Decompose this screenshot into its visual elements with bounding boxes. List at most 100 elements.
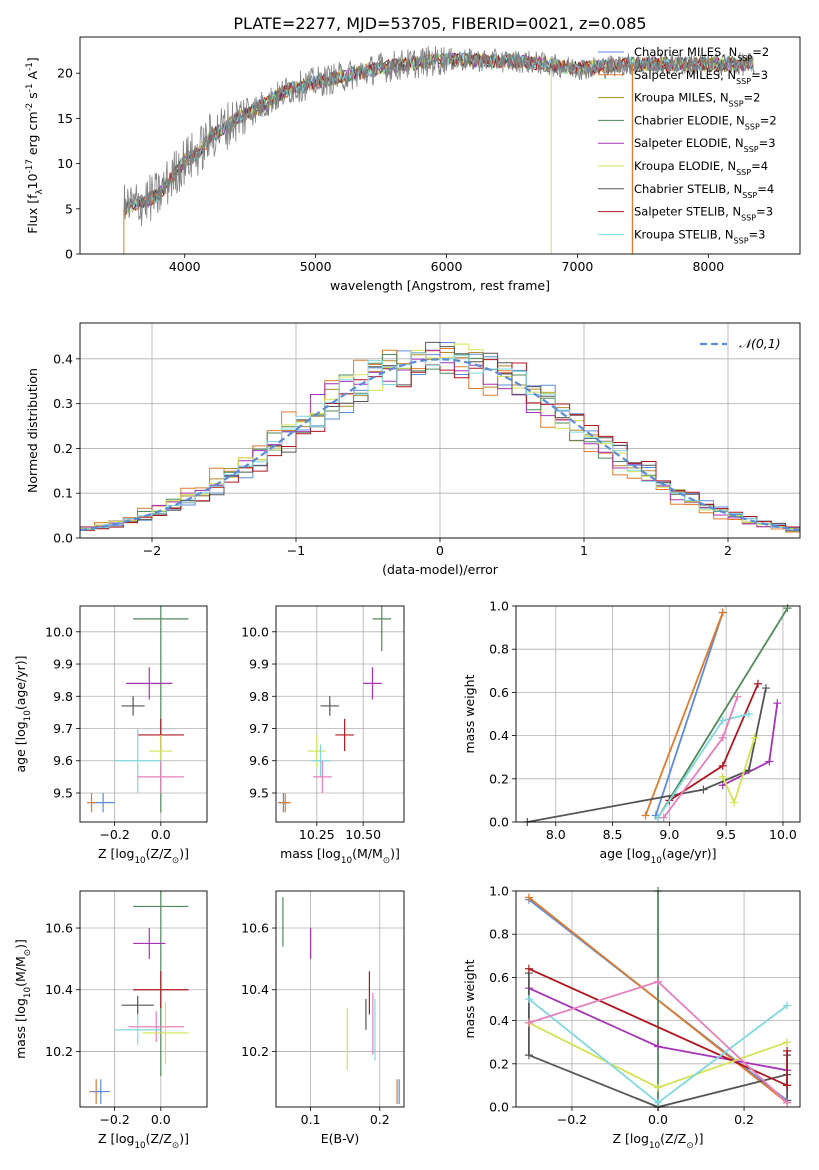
weight-series-1 (654, 612, 724, 816)
error-bar-point (114, 1014, 161, 1046)
x-tick-label: −0.2 (99, 1112, 129, 1127)
y-tick-label: 9.5 (53, 785, 73, 800)
y-axis-label: mass weight (462, 959, 477, 1038)
error-bar-point (313, 760, 332, 793)
x-tick-label: 7000 (562, 259, 594, 274)
x-tick-label: 6000 (431, 259, 463, 274)
legend-entry: 𝒩(0,1) (739, 336, 781, 351)
x-tick-label: 0.1 (301, 1112, 321, 1127)
weight-marker (783, 1046, 792, 1055)
legend-entry: Chabrier ELODIE, NSSP=2 (634, 113, 777, 130)
error-bar-point (121, 696, 145, 716)
y-tick-label: 10.0 (241, 624, 269, 639)
x-tick-label: 8.5 (603, 827, 623, 842)
mass-vs-extinction-panel: 0.1 0.2 10.2 10.4 10.6 E(B-V) (241, 890, 405, 1146)
error-bar-point (126, 667, 173, 700)
x-tick-label: 9.0 (659, 827, 679, 842)
y-tick-label: 0.0 (489, 1100, 509, 1115)
y-tick-label: 0.4 (489, 1013, 509, 1028)
weight-marker (654, 1083, 662, 1092)
legend-entry: Kroupa STELIB, NSSP=3 (634, 227, 765, 245)
axes-frame (275, 890, 405, 1108)
weight-marker (783, 1098, 792, 1107)
x-tick-label: −2 (143, 543, 161, 558)
error-bar-point (307, 734, 327, 768)
x-axis-label: wavelength [Angstrom, rest frame] (330, 278, 550, 293)
y-axis-label: mass [log10(M/M⊙)] (13, 939, 33, 1059)
weight-marker (761, 684, 770, 693)
weight-marker (524, 1018, 533, 1027)
axes-frame (79, 36, 801, 255)
x-axis-label: Z [log10(Z/Z⊙)] (612, 1131, 703, 1151)
legend-entry: Kroupa MILES, NSSP=2 (634, 91, 760, 109)
error-bar-point (363, 667, 382, 700)
weight-lines (523, 604, 792, 826)
legend-entry: Salpeter STELIB, NSSP=3 (634, 205, 773, 223)
y-tick-label: 9.9 (249, 657, 269, 672)
spectrum-panel: 4000 5000 6000 7000 8000 0 5 10 15 20 wavelength [… (25, 36, 801, 293)
x-tick-label: 9.5 (716, 827, 736, 842)
x-tick-label: −1 (287, 543, 305, 558)
y-tick-label: 5 (65, 201, 73, 216)
error-bar-point (133, 891, 189, 1077)
x-axis-label: E(B-V) (321, 1131, 360, 1146)
histogram-step-2 (80, 348, 800, 533)
x-tick-label: −0.2 (557, 1112, 587, 1127)
x-tick-label: 10.50 (345, 827, 381, 842)
error-bar-point (142, 1002, 189, 1064)
x-tick-label: 2 (724, 543, 732, 558)
weight-marker (654, 977, 662, 986)
y-tick-label: 1.0 (489, 884, 509, 899)
y-axis-label: Normed distribution (25, 368, 40, 493)
weight-marker (783, 1081, 792, 1090)
x-axis-label: Z [log10(Z/Z⊙)] (98, 846, 189, 866)
x-tick-label: 0.0 (151, 827, 171, 842)
error-bars (89, 891, 189, 1104)
error-bars (277, 606, 392, 813)
error-bar-point (128, 1011, 184, 1043)
x-tick-label: 0.0 (648, 1112, 668, 1127)
weight-series-6 (668, 683, 759, 802)
age-vs-metallicity-panel: −0.2 0.0 9.5 9.6 9.7 9.8 9.9 10.0 Z [log10(Z/Z⊙)… (13, 605, 208, 866)
weight-marker (753, 679, 762, 688)
age-vs-mass-panel: 10.25 10.50 9.5 9.6 9.7 9.8 9.9 10.0 mass [log10… (241, 605, 405, 866)
x-axis-label: mass [log10(M/M⊙)] (280, 846, 400, 866)
y-tick-label: 10.4 (45, 982, 73, 997)
histogram-step-6 (80, 343, 800, 530)
normal-curve (80, 358, 800, 532)
error-bar-point (121, 995, 154, 1015)
error-bars (282, 897, 400, 1104)
y-tick-label: 10.2 (45, 1044, 73, 1059)
weight-marker (654, 1042, 662, 1051)
y-tick-label: 9.6 (53, 753, 73, 768)
weight-marker (524, 1051, 533, 1060)
observed-spectrum (123, 45, 755, 226)
weight-marker (750, 733, 759, 742)
y-axis-label: Flux [fλ10-17 erg cm-2 s-1 A-1] (25, 57, 45, 234)
axes-frame (515, 605, 801, 823)
y-tick-label: 10.6 (241, 921, 269, 936)
x-tick-label: 4000 (169, 259, 201, 274)
y-tick-label: 9.8 (249, 689, 269, 704)
error-bar-point (137, 760, 184, 793)
weight-marker (718, 733, 727, 742)
y-tick-label: 9.5 (249, 785, 269, 800)
weight-marker (659, 813, 668, 822)
x-tick-label: 0 (436, 543, 444, 558)
x-tick-label: 5000 (300, 259, 332, 274)
legend-entry: Salpeter ELODIE, NSSP=3 (634, 136, 776, 154)
error-bar-point (372, 606, 392, 652)
legend-entry: Kroupa ELODIE, NSSP=4 (634, 159, 768, 177)
y-tick-label: 0.8 (489, 642, 509, 657)
weight-marker (524, 893, 533, 902)
y-tick-label: 0.8 (489, 927, 509, 942)
weight-marker (773, 699, 782, 708)
y-tick-label: 1.0 (489, 599, 509, 614)
x-axis-label: (data-model)/error (382, 562, 499, 577)
error-bar-point (279, 792, 291, 813)
error-bar-point (133, 971, 189, 1009)
y-tick-label: 9.8 (53, 689, 73, 704)
figure-title: PLATE=2277, MJD=53705, FIBERID=0021, z=0… (233, 14, 646, 33)
weight-marker (718, 781, 727, 790)
